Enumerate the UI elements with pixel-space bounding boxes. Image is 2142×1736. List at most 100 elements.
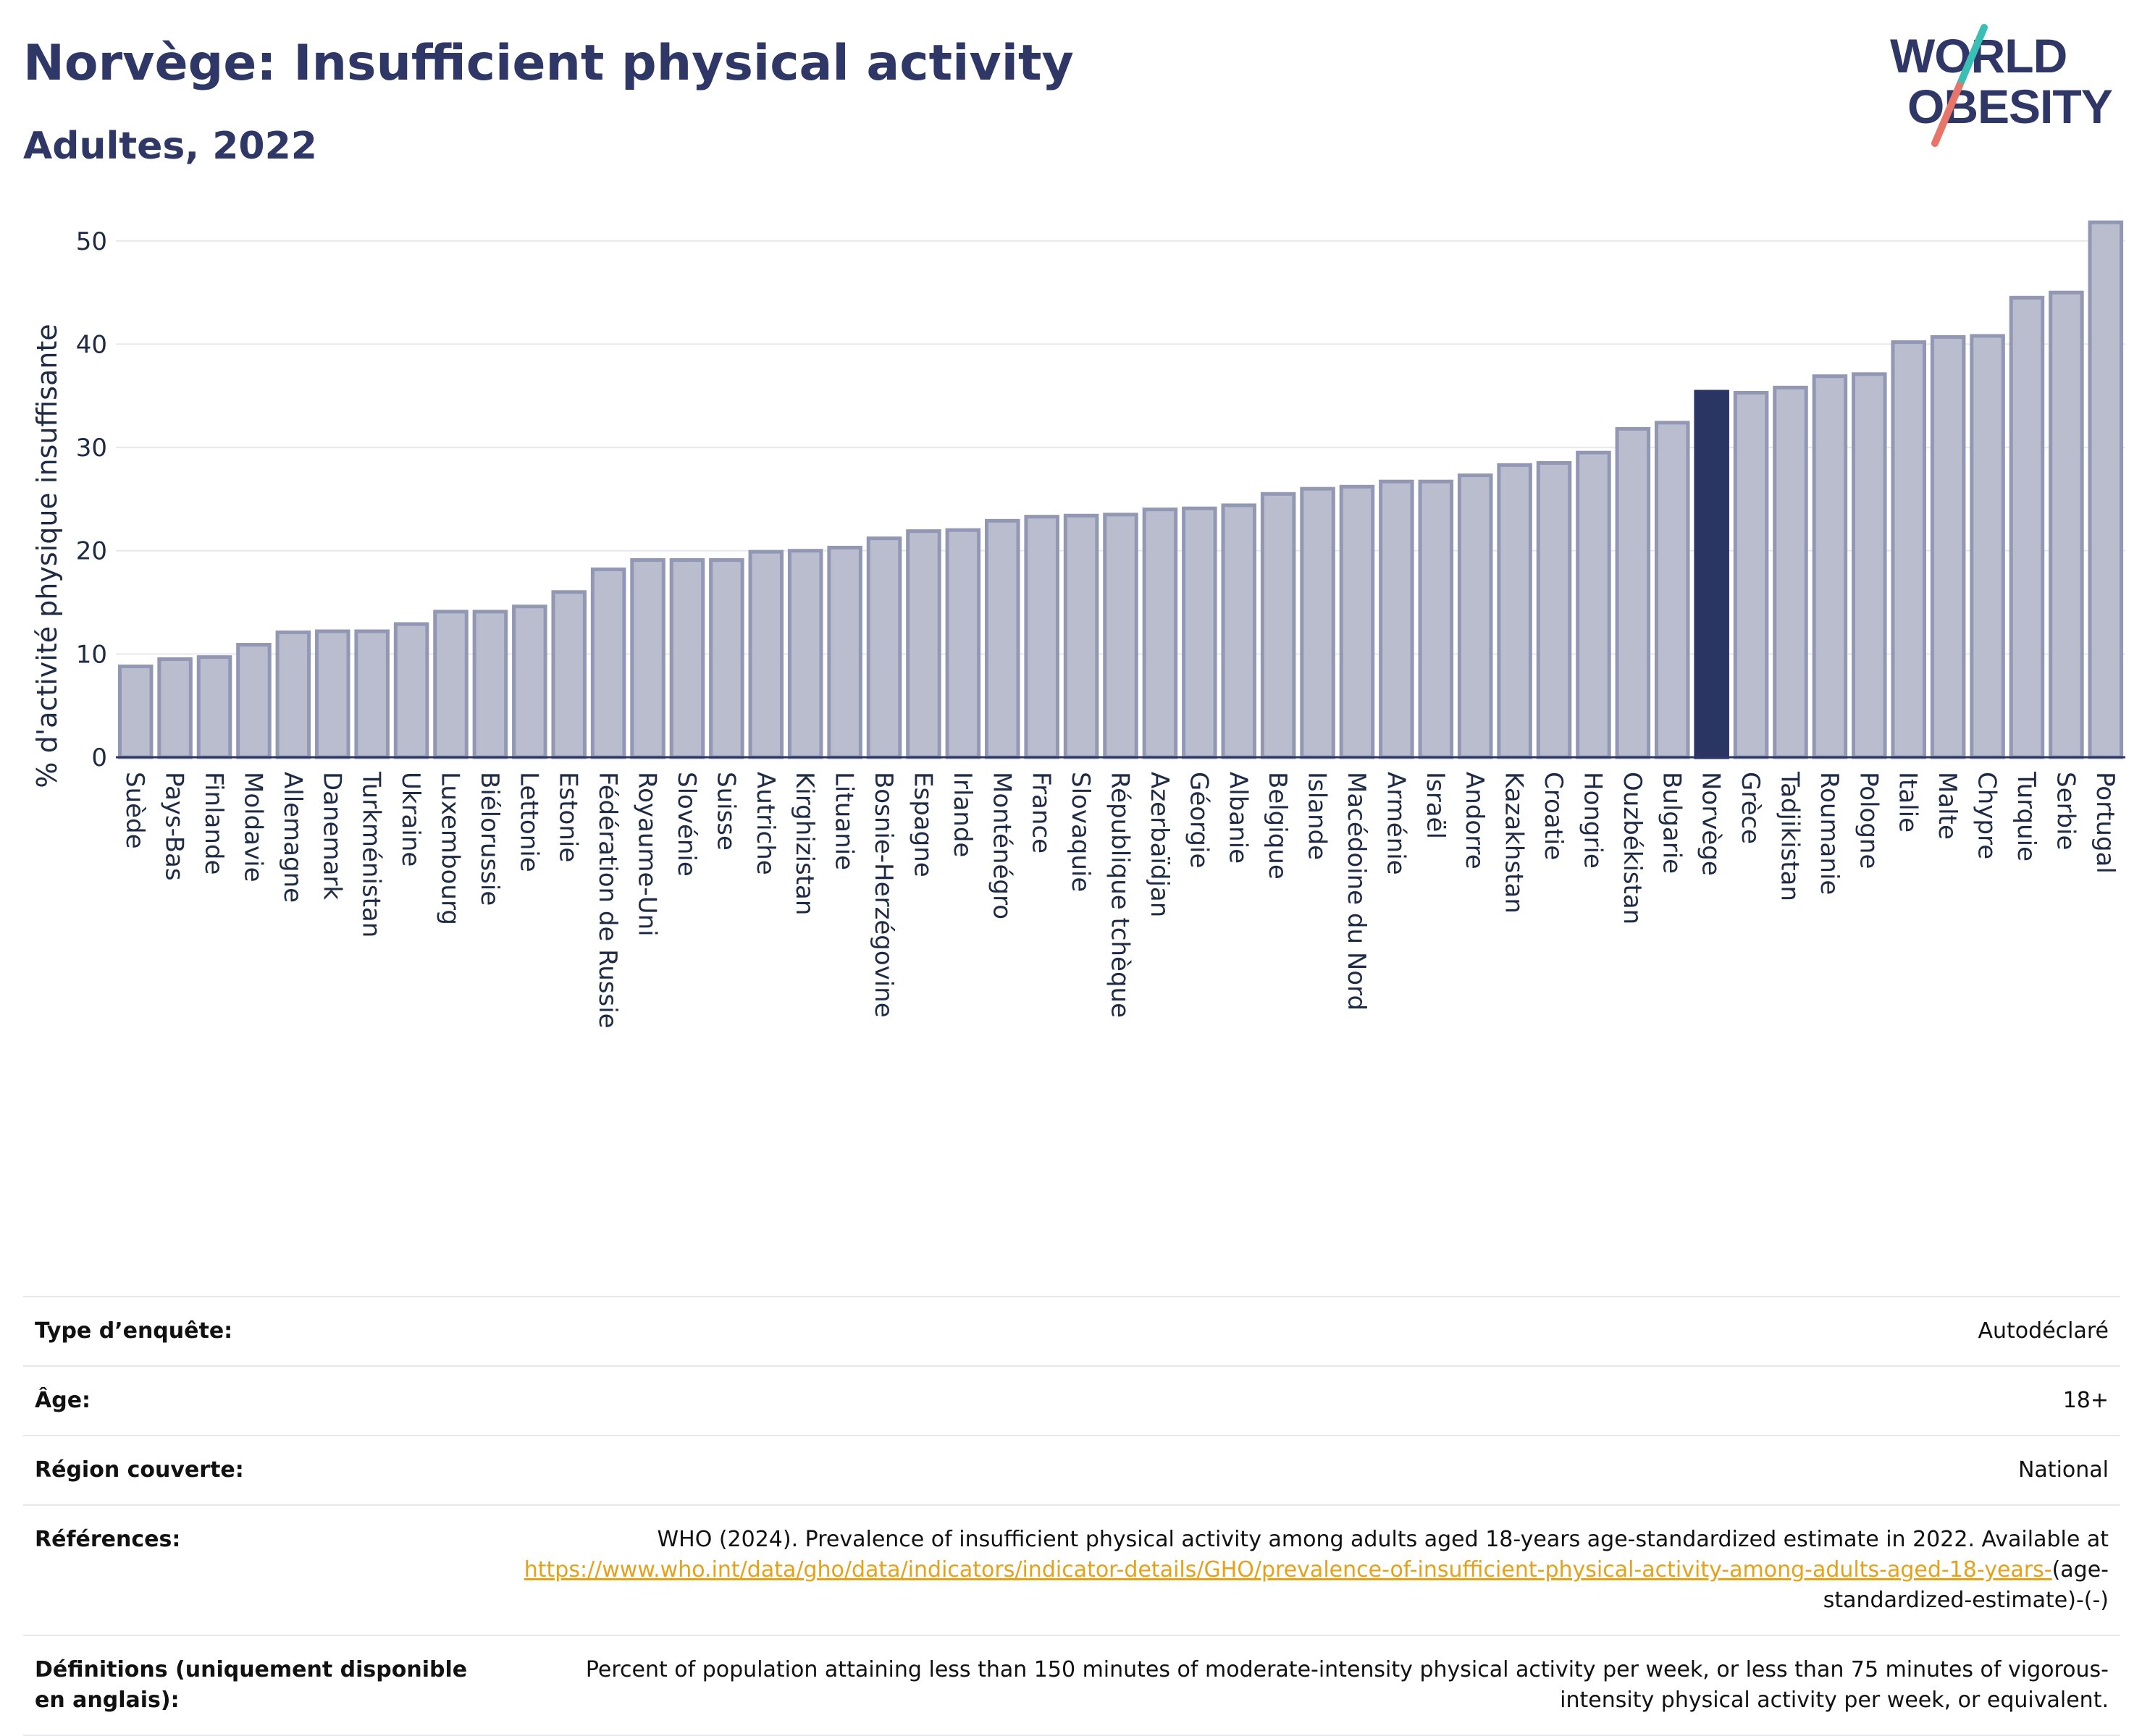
references-link[interactable]: https://www.who.int/data/gho/data/indica…	[524, 1557, 2052, 1583]
bar-Bulgarie	[1655, 421, 1690, 759]
bar-Moldavie	[236, 643, 272, 759]
references-row: Références: WHO (2024). Prevalence of in…	[23, 1505, 2120, 1635]
bar-Suisse	[709, 558, 744, 759]
x-tick-label: Royaume-Uni	[633, 772, 662, 937]
x-tick-label: Fédération de Russie	[593, 772, 622, 1029]
x-tick-label: Hongrie	[1578, 772, 1607, 869]
bar-Biélorussie	[472, 610, 508, 759]
metadata-table: Type d’enquête: Autodéclaré Âge: 18+ Rég…	[23, 1296, 2120, 1736]
x-tick-label: Azerbaïdjan	[1145, 772, 1174, 917]
bar-Lettonie	[512, 604, 547, 759]
x-tick-label: Grèce	[1736, 772, 1765, 844]
bar-Estonie	[551, 590, 587, 759]
bar-Andorre	[1457, 473, 1493, 759]
x-tick-label: Macédoine du Nord	[1342, 772, 1371, 1011]
bar-Bosnie-Herzégovine	[866, 536, 902, 759]
x-tick-label: Albanie	[1224, 772, 1253, 864]
bar-Turkménistan	[354, 629, 390, 759]
x-tick-label: Lituanie	[830, 772, 859, 870]
references-suffix: (age-standardized-estimate)-(-)	[1823, 1557, 2109, 1613]
x-tick-label: Arménie	[1381, 772, 1410, 875]
x-tick-label: Géorgie	[1184, 772, 1213, 868]
region-row: Région couverte: National	[23, 1436, 2120, 1505]
definitions-label: Définitions (uniquement disponible en an…	[35, 1657, 468, 1713]
region-label: Région couverte:	[35, 1457, 244, 1483]
bar-France	[1024, 515, 1059, 759]
x-tick-label: Israël	[1421, 772, 1450, 839]
definitions-row: Définitions (uniquement disponible en an…	[23, 1635, 2120, 1735]
x-tick-label: Allemagne	[278, 772, 307, 903]
chart-title: Norvège: Insufficient physical activity	[23, 35, 1074, 92]
bar-Luxembourg	[433, 610, 469, 759]
x-tick-label: Pays-Bas	[160, 772, 189, 881]
bar-Monténégro	[985, 518, 1020, 759]
bar-Macédoine du Nord	[1339, 484, 1375, 759]
bar-Suède	[117, 664, 154, 759]
x-tick-label: Roumanie	[1815, 772, 1844, 895]
bar-Ouzbékistan	[1615, 426, 1651, 759]
x-tick-label: Suisse	[711, 772, 740, 851]
y-tick-label: 20	[76, 537, 107, 566]
survey-type-row: Type d’enquête: Autodéclaré	[23, 1297, 2120, 1366]
x-tick-label: Autriche	[751, 772, 780, 875]
bar-Danemark	[315, 629, 350, 759]
age-value: 18+	[2062, 1388, 2109, 1413]
y-tick-labels: 0 10 20 30 40 50	[76, 227, 107, 772]
bar-Grèce	[1733, 390, 1769, 759]
x-tick-label: Croatie	[1539, 772, 1568, 860]
definitions-value: Percent of population attaining less tha…	[585, 1657, 2109, 1713]
bar-Espagne	[906, 529, 941, 759]
bar-Malte	[1930, 334, 1966, 759]
bar-Italie	[1891, 340, 1927, 759]
bar-Kazakhstan	[1497, 463, 1532, 759]
region-value: National	[2017, 1457, 2109, 1483]
logo-slash-bottom	[1931, 82, 1963, 147]
y-axis-label: % d'activité physique insuffisante	[31, 324, 63, 788]
x-tick-label: Turquie	[2012, 771, 2041, 861]
y-tick-label: 50	[76, 227, 107, 256]
age-row: Âge: 18+	[23, 1366, 2120, 1436]
x-tick-labels: Suède Pays-Bas Finlande Moldavie Allemagne Da…	[120, 771, 2120, 1029]
x-tick-label: Slovaquie	[1066, 772, 1095, 892]
x-tick-label: Moldavie	[238, 772, 267, 882]
bar-Lituanie	[827, 545, 862, 759]
x-tick-label: Serbie	[2051, 772, 2080, 850]
x-tick-label: Finlande	[199, 772, 228, 875]
bar-Pays-Bas	[157, 657, 193, 759]
chart-subtitle: Adultes, 2022	[23, 125, 317, 168]
bar-Slovaquie	[1063, 513, 1099, 759]
bar-Fédération de Russie	[590, 567, 626, 759]
x-tick-label: Ouzbékistan	[1618, 772, 1647, 924]
survey-type-value: Autodéclaré	[1978, 1318, 2109, 1344]
bar-Norvège	[1694, 389, 1729, 759]
x-tick-label: Danemark	[317, 772, 346, 900]
bar-Slovénie	[669, 558, 705, 759]
x-tick-label: Andorre	[1460, 772, 1489, 869]
x-tick-label: Monténégro	[987, 772, 1016, 919]
bar-Chypre	[1970, 334, 2005, 759]
y-tick-label: 30	[76, 434, 107, 463]
x-tick-label: Lettonie	[514, 772, 543, 872]
x-tick-label: Biélorussie	[475, 772, 504, 906]
x-tick-label: Portugal	[2091, 772, 2120, 874]
bar-Ukraine	[393, 622, 429, 759]
y-tick-label: 40	[76, 330, 107, 359]
references-text: WHO (2024). Prevalence of insufficient p…	[657, 1527, 2109, 1552]
x-tick-label: Bulgarie	[1657, 772, 1686, 874]
y-tick-label: 0	[91, 743, 107, 772]
x-tick-label: Malte	[1933, 772, 1962, 840]
bar-Croatie	[1536, 460, 1572, 759]
x-tick-label: République tchèque	[1106, 772, 1135, 1018]
bar-Tadjikistan	[1773, 385, 1808, 759]
x-tick-label: Turkménistan	[357, 771, 386, 937]
x-tick-label: Italie	[1894, 772, 1923, 833]
bar-Hongrie	[1576, 450, 1611, 759]
survey-type-label: Type d’enquête:	[35, 1318, 233, 1344]
x-tick-label: Estonie	[554, 772, 583, 862]
x-tick-label: Kazakhstan	[1500, 772, 1529, 914]
x-tick-label: Pologne	[1854, 772, 1883, 869]
bar-Islande	[1300, 486, 1335, 759]
x-tick-label: Norvège	[1697, 772, 1726, 876]
x-tick-label: Ukraine	[396, 772, 425, 867]
bar-Kirghizistan	[787, 549, 823, 759]
